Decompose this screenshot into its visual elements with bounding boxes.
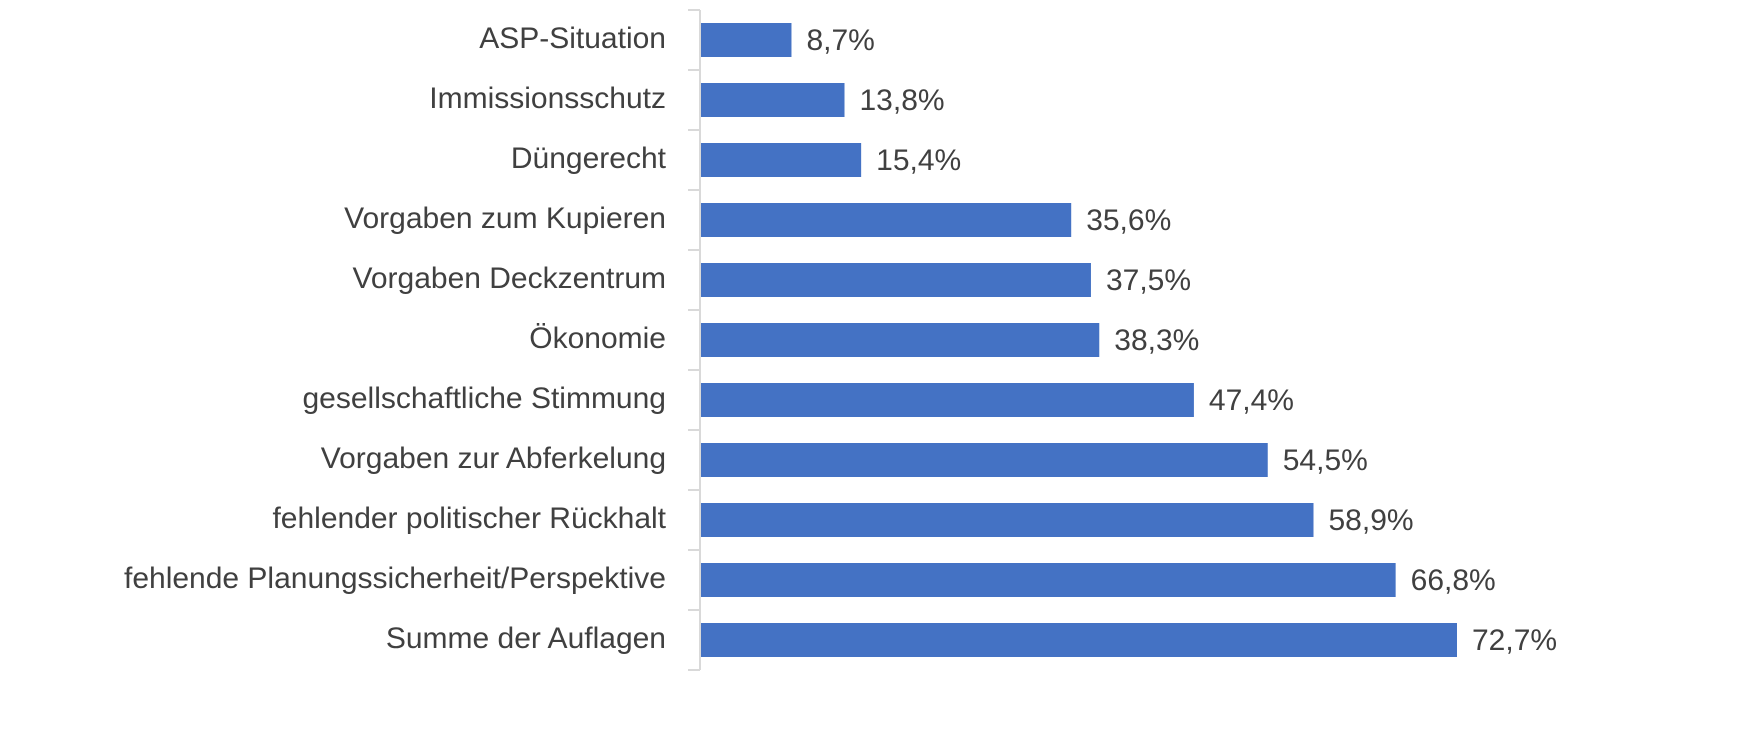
value-label: 54,5% bbox=[1283, 444, 1368, 477]
category-label: Vorgaben zum Kupieren bbox=[344, 202, 666, 235]
category-label: fehlende Planungssicherheit/Perspektive bbox=[124, 562, 666, 595]
value-label: 13,8% bbox=[860, 84, 945, 117]
bar bbox=[701, 383, 1194, 417]
bar bbox=[701, 323, 1100, 357]
category-label: Vorgaben zur Abferkelung bbox=[321, 442, 666, 475]
bar bbox=[701, 503, 1314, 537]
value-label: 8,7% bbox=[806, 24, 874, 57]
value-label: 38,3% bbox=[1114, 324, 1199, 357]
value-label: 72,7% bbox=[1472, 624, 1557, 657]
bar bbox=[701, 443, 1268, 477]
category-label: Vorgaben Deckzentrum bbox=[352, 262, 666, 295]
bar bbox=[701, 23, 792, 57]
value-label: 47,4% bbox=[1209, 384, 1294, 417]
bar bbox=[701, 623, 1457, 657]
bar bbox=[701, 203, 1072, 237]
category-label: gesellschaftliche Stimmung bbox=[302, 382, 666, 415]
category-label: Immissionsschutz bbox=[429, 82, 666, 115]
bar bbox=[701, 263, 1091, 297]
bar bbox=[701, 83, 845, 117]
category-label: Summe der Auflagen bbox=[386, 622, 666, 655]
value-label: 66,8% bbox=[1411, 564, 1496, 597]
value-label: 58,9% bbox=[1328, 504, 1413, 537]
value-label: 37,5% bbox=[1106, 264, 1191, 297]
value-label: 35,6% bbox=[1086, 204, 1171, 237]
bar bbox=[701, 563, 1396, 597]
value-label: 15,4% bbox=[876, 144, 961, 177]
category-label: Ökonomie bbox=[529, 322, 666, 355]
category-label: fehlender politischer Rückhalt bbox=[272, 502, 666, 535]
bar bbox=[701, 143, 862, 177]
category-label: ASP-Situation bbox=[479, 22, 666, 55]
category-label: Düngerecht bbox=[511, 142, 667, 175]
